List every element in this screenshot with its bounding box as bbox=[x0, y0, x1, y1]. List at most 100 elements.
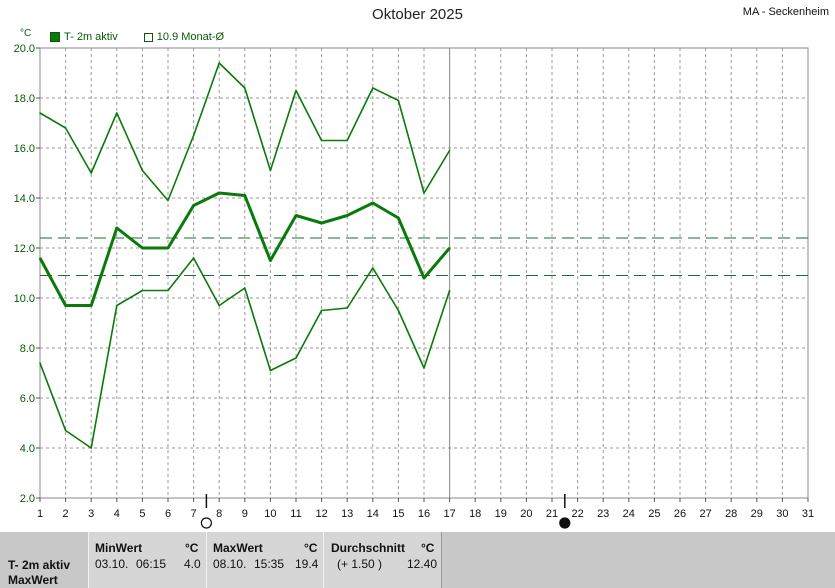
x-tick-label: 20 bbox=[520, 508, 532, 520]
legend-item-series: T- 2m aktiv bbox=[50, 31, 118, 43]
x-tick-label: 7 bbox=[191, 508, 197, 520]
data-point bbox=[167, 289, 169, 292]
x-tick-label: 18 bbox=[469, 508, 481, 520]
max-date: 08.10. bbox=[213, 557, 247, 571]
data-point bbox=[269, 369, 272, 372]
legend-series-label: T- 2m aktiv bbox=[64, 31, 118, 43]
data-point bbox=[64, 127, 67, 129]
data-point bbox=[167, 247, 169, 249]
data-point bbox=[218, 304, 220, 307]
x-tick-label: 13 bbox=[341, 508, 353, 520]
x-tick-label: 19 bbox=[495, 508, 507, 520]
x-tick-label: 21 bbox=[546, 508, 558, 520]
x-tick-label: 6 bbox=[165, 508, 171, 520]
y-tick-label: 14.0 bbox=[14, 193, 35, 205]
x-tick-label: 27 bbox=[699, 508, 711, 520]
y-unit-label: °C bbox=[20, 28, 32, 39]
series-line-min bbox=[39, 257, 451, 449]
temperature-chart: 2.04.06.08.010.012.014.016.018.020.01 2 3 4… bbox=[14, 43, 814, 529]
y-tick-label: 18.0 bbox=[14, 93, 35, 105]
legend-average-label: 10.9 Monat-Ø bbox=[156, 31, 225, 43]
x-tick-label: 24 bbox=[623, 508, 635, 520]
y-tick-label: 6.0 bbox=[20, 393, 35, 405]
x-tick-label: 22 bbox=[571, 508, 583, 520]
legend-swatch-hollow bbox=[143, 32, 153, 42]
chart-title: Oktober 2025 bbox=[372, 6, 463, 23]
avg-delta: (+ 1.50 ) bbox=[337, 557, 383, 571]
stats-row-label: T- 2m aktiv bbox=[8, 558, 71, 572]
legend-item-average: 10.9 Monat-Ø bbox=[143, 31, 225, 43]
data-point bbox=[448, 149, 451, 152]
data-point bbox=[346, 307, 349, 309]
data-point bbox=[167, 199, 169, 202]
y-tick-label: 10.0 bbox=[14, 293, 35, 305]
x-tick-label: 23 bbox=[597, 508, 609, 520]
data-point bbox=[90, 304, 92, 307]
data-point bbox=[320, 222, 323, 224]
y-tick-label: 12.0 bbox=[14, 243, 35, 255]
data-point bbox=[372, 267, 374, 269]
series-line-max bbox=[39, 62, 451, 202]
x-tick-label: 29 bbox=[751, 508, 763, 520]
max-time: 15:35 bbox=[254, 557, 285, 571]
x-tick-label: 8 bbox=[216, 508, 222, 520]
station-name: MA - Seckenheim bbox=[742, 6, 829, 18]
data-point bbox=[64, 304, 67, 307]
new-moon-icon bbox=[559, 517, 571, 529]
data-point bbox=[346, 214, 349, 217]
x-tick-label: 9 bbox=[242, 508, 248, 520]
x-tick-label: 28 bbox=[725, 508, 737, 520]
data-point bbox=[372, 87, 374, 89]
data-point bbox=[346, 139, 349, 142]
data-point bbox=[372, 202, 374, 204]
data-point bbox=[244, 87, 246, 89]
data-point bbox=[116, 112, 118, 114]
stats-row-label-2: MaxWert bbox=[8, 573, 58, 587]
x-tick-label: 15 bbox=[392, 508, 404, 520]
data-point bbox=[90, 172, 92, 174]
data-point bbox=[397, 217, 400, 219]
y-tick-label: 2.0 bbox=[20, 493, 35, 505]
x-tick-label: 2 bbox=[63, 508, 69, 520]
y-tick-label: 20.0 bbox=[14, 43, 35, 55]
min-unit: °C bbox=[185, 541, 199, 555]
data-point bbox=[141, 247, 144, 249]
x-tick-label: 12 bbox=[315, 508, 327, 520]
avg-unit: °C bbox=[421, 541, 435, 555]
data-point bbox=[218, 62, 220, 64]
data-point bbox=[295, 89, 297, 92]
data-point bbox=[141, 169, 144, 172]
x-tick-label: 30 bbox=[776, 508, 788, 520]
stats-panel: T- 2m aktiv MaxWert MinWert °C 03.10. 06… bbox=[0, 532, 835, 588]
stats-min-block: MinWert °C 03.10. 06:15 4.0 bbox=[88, 532, 207, 588]
data-point bbox=[295, 214, 297, 217]
data-point bbox=[116, 304, 118, 307]
data-point bbox=[39, 257, 41, 259]
data-point bbox=[269, 259, 272, 262]
data-point bbox=[423, 192, 425, 194]
max-header: MaxWert bbox=[213, 541, 263, 555]
y-tick-label: 8.0 bbox=[20, 343, 35, 355]
data-point bbox=[397, 309, 400, 312]
full-moon-icon bbox=[200, 517, 212, 529]
x-tick-label: 26 bbox=[674, 508, 686, 520]
data-point bbox=[448, 247, 451, 249]
data-point bbox=[192, 134, 195, 137]
x-tick-label: 1 bbox=[37, 508, 43, 520]
x-tick-label: 11 bbox=[290, 508, 301, 520]
data-point bbox=[423, 367, 425, 369]
data-point bbox=[218, 192, 220, 194]
stats-max-block: MaxWert °C 08.10. 15:35 19.4 bbox=[206, 532, 324, 588]
x-tick-label: 14 bbox=[367, 508, 379, 520]
data-point bbox=[141, 289, 144, 292]
data-point bbox=[320, 139, 323, 142]
data-point bbox=[90, 447, 92, 449]
y-tick-label: 4.0 bbox=[20, 443, 35, 455]
data-point bbox=[269, 169, 272, 172]
data-point bbox=[448, 289, 451, 292]
data-point bbox=[192, 257, 195, 259]
max-unit: °C bbox=[304, 541, 318, 555]
x-tick-label: 25 bbox=[648, 508, 660, 520]
data-point bbox=[295, 357, 297, 359]
data-point bbox=[116, 227, 118, 229]
